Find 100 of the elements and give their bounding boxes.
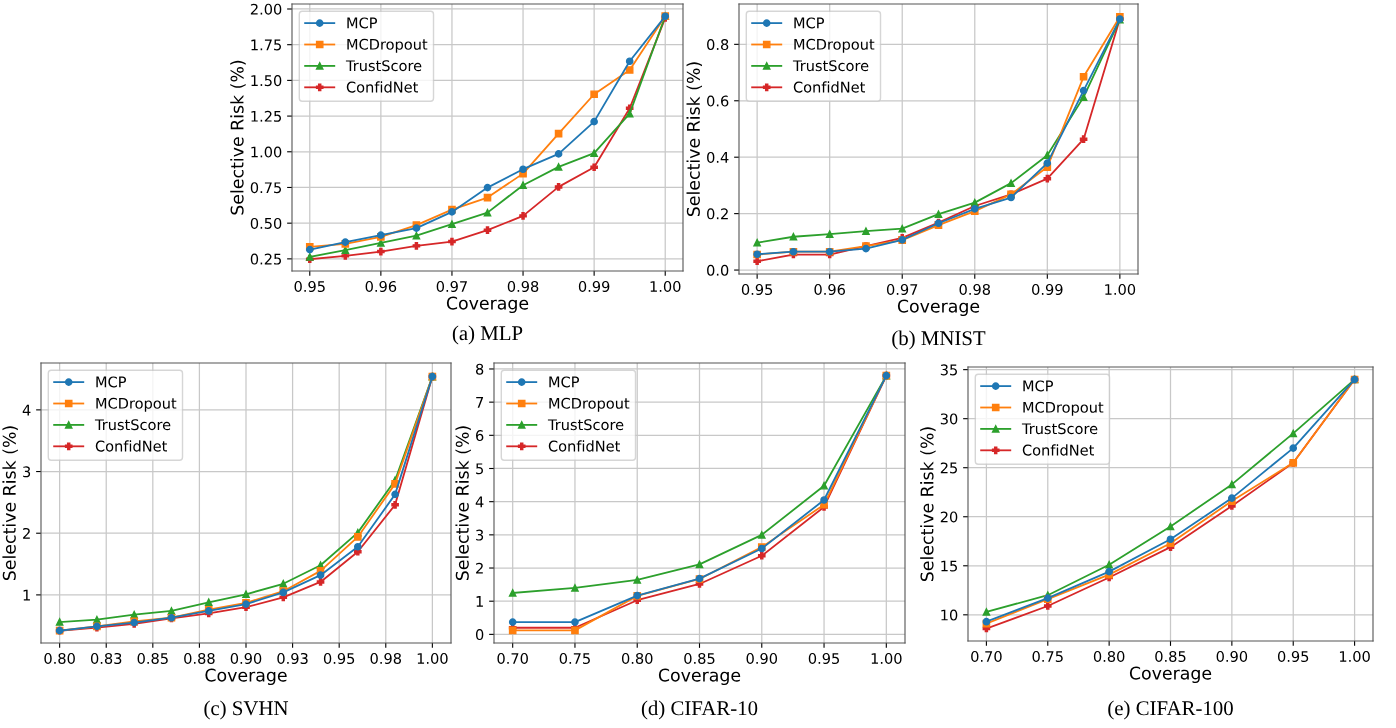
- x-axis-title: Coverage: [1129, 666, 1212, 684]
- x-tick-label: 0.88: [184, 652, 215, 665]
- x-tick-label: 0.95: [323, 652, 355, 665]
- x-tick-label: 0.95: [294, 280, 325, 293]
- x-tick-label: 1.00: [417, 652, 448, 665]
- y-tick-label: 25: [940, 462, 957, 474]
- text: (d) CIFAR-10: [641, 700, 758, 720]
- y-tick-label: 6: [476, 430, 484, 442]
- x-tick-label: 0.95: [741, 283, 773, 296]
- x-tick-label: 1.00: [650, 280, 681, 293]
- y-tick-label: 0.50: [250, 217, 282, 229]
- x-tick-label: 0.98: [507, 280, 539, 293]
- legend-label: MCP: [96, 376, 127, 388]
- x-tick-label: 0.70: [971, 650, 1002, 663]
- legend-label: MCP: [347, 17, 378, 29]
- y-tick-label: 8: [475, 363, 484, 375]
- x-tick-label: 1.00: [871, 652, 902, 665]
- x-tick-label: 0.95: [808, 652, 840, 665]
- legend-label: MCDropout: [96, 397, 177, 412]
- y-tick-label: 1.50: [251, 75, 282, 87]
- x-tick-label: 0.70: [497, 652, 528, 665]
- x-tick-label: 0.75: [1032, 650, 1063, 663]
- legend-label: ConfidNet: [548, 440, 620, 452]
- legend-label: MCP: [549, 376, 580, 388]
- y-tick-label: 2: [476, 562, 483, 574]
- legend-label: MCP: [794, 17, 825, 29]
- y-tick-label: 0.4: [707, 151, 729, 163]
- legend-label: ConfidNet: [1022, 444, 1094, 456]
- legend-label: ConfidNet: [95, 440, 167, 452]
- y-tick-label: 10: [941, 609, 958, 621]
- legend-label: TrustScore: [94, 419, 171, 431]
- legend-label: MCDropout: [549, 397, 630, 412]
- x-tick-label: 0.98: [959, 283, 991, 296]
- y-tick-label: 2: [23, 527, 30, 539]
- x-tick-label: 0.80: [44, 652, 75, 665]
- text: (e) CIFAR-100: [1108, 700, 1233, 720]
- y-tick-label: 3: [476, 529, 484, 541]
- x-tick-label: 0.97: [436, 280, 467, 293]
- x-tick-label: 0.90: [1216, 650, 1248, 663]
- legend-label: MCP: [1023, 380, 1054, 392]
- y-tick-label: 30: [940, 413, 958, 425]
- legend-label: TrustScore: [547, 419, 624, 431]
- y-axis-title: Selective Risk (%): [686, 62, 702, 217]
- legend-label: MCDropout: [347, 38, 428, 53]
- x-tick-label: 0.80: [621, 652, 653, 665]
- y-tick-label: 0.2: [707, 208, 728, 220]
- y-tick-label: 0.8: [707, 39, 729, 51]
- x-axis-title: Coverage: [897, 299, 980, 317]
- y-tick-label: 1: [23, 589, 30, 601]
- x-tick-label: 0.75: [559, 652, 590, 665]
- legend-label: MCDropout: [794, 38, 875, 53]
- x-tick-label: 0.98: [370, 652, 402, 665]
- x-tick-label: 0.95: [1277, 650, 1309, 663]
- y-tick-label: 5: [476, 463, 483, 475]
- x-tick-label: 0.96: [814, 283, 845, 296]
- y-axis-title: Selective Risk (%): [455, 426, 471, 581]
- legend-label: ConfidNet: [793, 81, 865, 93]
- y-tick-label: 3: [23, 466, 31, 478]
- y-tick-label: 20: [940, 511, 958, 523]
- x-tick-label: 0.85: [1155, 650, 1186, 663]
- x-tick-label: 0.85: [684, 652, 715, 665]
- text: (a) MLP: [452, 325, 523, 345]
- y-tick-label: 1.75: [251, 39, 281, 51]
- x-tick-label: 0.93: [277, 652, 308, 665]
- y-tick-label: 4: [475, 496, 484, 508]
- legend-label: TrustScore: [792, 60, 869, 72]
- text: (c) SVHN: [204, 700, 289, 720]
- text: (b) MNIST: [892, 330, 986, 350]
- legend-label: MCDropout: [1023, 401, 1104, 416]
- y-tick-label: 7: [476, 397, 484, 408]
- y-tick-label: 1.00: [251, 146, 282, 158]
- y-tick-label: 35: [940, 364, 957, 376]
- x-tick-label: 0.85: [137, 652, 168, 665]
- x-tick-label: 1.00: [1105, 283, 1136, 296]
- y-tick-label: 2.00: [250, 3, 282, 15]
- x-axis-title: Coverage: [446, 296, 529, 314]
- x-axis-title: Coverage: [205, 668, 287, 686]
- y-tick-label: 1.25: [251, 110, 281, 122]
- x-tick-label: 1.00: [1339, 650, 1370, 663]
- x-tick-label: 0.90: [746, 652, 778, 665]
- x-tick-label: 0.90: [230, 652, 262, 665]
- x-tick-label: 0.97: [886, 283, 918, 296]
- x-tick-label: 0.80: [1093, 650, 1125, 663]
- x-axis-title: Coverage: [658, 668, 741, 686]
- y-tick-label: 0.0: [707, 264, 729, 276]
- y-tick-label: 0.6: [707, 95, 729, 107]
- legend-label: ConfidNet: [346, 81, 418, 93]
- x-tick-label: 0.99: [1032, 283, 1063, 296]
- y-tick-label: 0.75: [250, 182, 281, 194]
- y-tick-label: 15: [941, 560, 957, 572]
- y-axis-title: Selective Risk (%): [920, 427, 936, 582]
- x-tick-label: 0.99: [578, 280, 610, 293]
- y-tick-label: 1: [476, 596, 483, 607]
- legend-label: TrustScore: [1021, 423, 1098, 435]
- x-tick-label: 0.83: [90, 652, 122, 665]
- y-tick-label: 0.25: [250, 253, 281, 265]
- y-axis-title: Selective Risk (%): [230, 60, 246, 215]
- legend-label: TrustScore: [345, 60, 422, 72]
- y-tick-label: 4: [22, 404, 31, 416]
- y-tick-label: 0: [475, 629, 484, 641]
